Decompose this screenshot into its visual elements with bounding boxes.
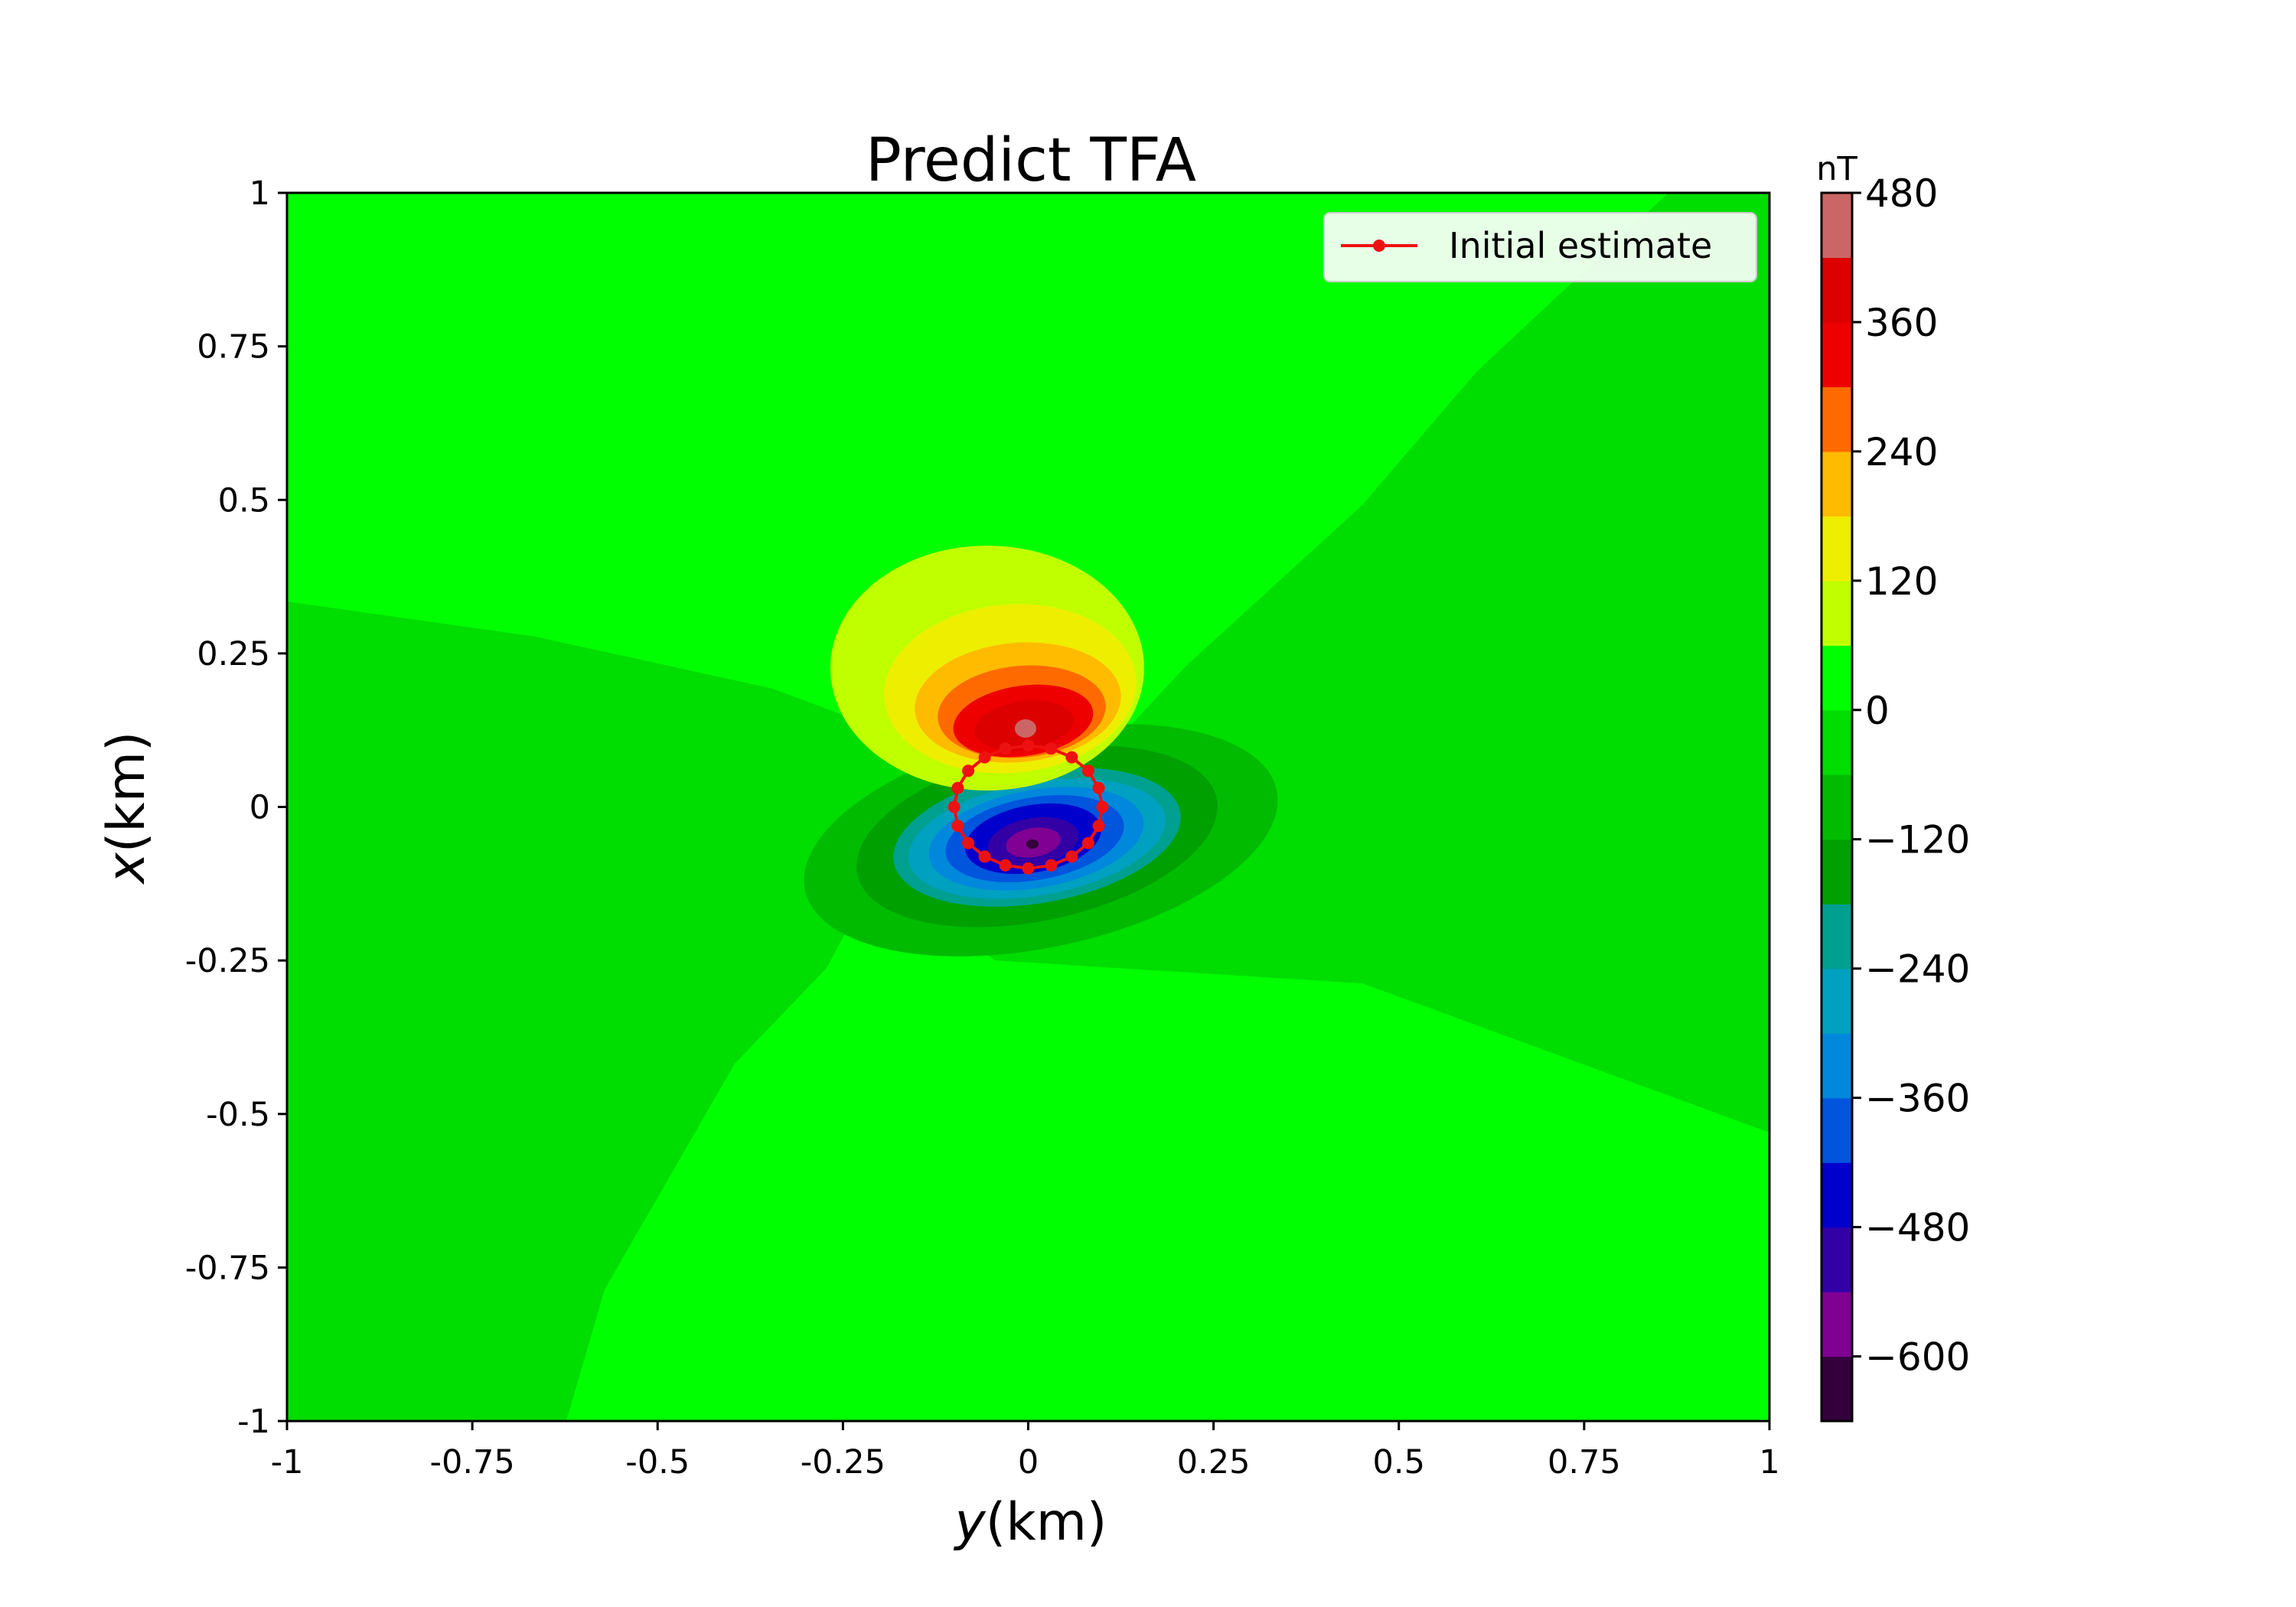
x-axis: -1 -0.75 -0.5 -0.25 0 0.25 0.5 0.75 1 xyxy=(271,1421,1780,1482)
y-axis-label-var: x xyxy=(96,852,157,885)
x-tick-label: 0.75 xyxy=(1548,1443,1621,1482)
legend: Initial estimate xyxy=(1323,212,1757,282)
colorbar-segment xyxy=(1821,709,1852,775)
colorbar-segment xyxy=(1821,1033,1852,1099)
series-point-initial-estimate xyxy=(978,850,991,863)
x-tick-label: 0.25 xyxy=(1177,1443,1251,1482)
series-point-initial-estimate xyxy=(1065,850,1078,863)
series-initial-estimate xyxy=(947,739,1109,875)
colorbar-segment xyxy=(1821,386,1852,452)
colorbar-segment xyxy=(1821,774,1852,840)
y-tick-label: 0.25 xyxy=(197,635,270,673)
colorbar-segment xyxy=(1821,1356,1852,1422)
y-tick-label: -0.5 xyxy=(206,1096,270,1134)
x-tick-label: 0.5 xyxy=(1373,1443,1425,1482)
series-point-initial-estimate xyxy=(999,859,1012,872)
y-tick-label: 0.75 xyxy=(197,328,270,367)
legend-label-initial-estimate: Initial estimate xyxy=(1449,225,1712,266)
series-point-initial-estimate xyxy=(962,764,975,777)
series-point-initial-estimate xyxy=(978,751,991,764)
colorbar-frame xyxy=(1820,191,1854,1423)
colorbar-tick-label: 240 xyxy=(1865,430,1938,474)
contour-anomaly xyxy=(804,546,1278,957)
colorbar-tick-label: 0 xyxy=(1865,689,1890,733)
y-tick-label: -1 xyxy=(237,1403,270,1441)
series-point-initial-estimate xyxy=(1081,764,1094,777)
colorbar-segment xyxy=(1821,451,1852,517)
colorbar-tick-label: 480 xyxy=(1865,171,1938,216)
colorbar-segment xyxy=(1821,904,1852,970)
series-point-initial-estimate xyxy=(962,836,975,849)
colorbar-segment xyxy=(1821,580,1852,646)
y-tick-label: -0.25 xyxy=(185,942,270,980)
series-point-initial-estimate xyxy=(951,781,964,794)
y-tick-label: -0.75 xyxy=(185,1249,270,1287)
series-point-initial-estimate xyxy=(1092,781,1105,794)
series-point-initial-estimate xyxy=(1092,820,1105,833)
colorbar-tick-label: −600 xyxy=(1865,1335,1970,1380)
y-axis-label: x(km) xyxy=(96,732,157,885)
x-axis-label: y(km) xyxy=(954,1492,1107,1553)
series-point-initial-estimate xyxy=(1081,836,1094,849)
colorbar-segment xyxy=(1821,1227,1852,1292)
series-point-initial-estimate xyxy=(947,800,960,813)
series-point-initial-estimate xyxy=(1065,751,1078,764)
colorbar-tick-label: −240 xyxy=(1865,947,1970,992)
x-axis-label-var: y xyxy=(954,1492,987,1553)
colorbar-segment xyxy=(1821,321,1852,387)
x-tick-label: -1 xyxy=(271,1443,304,1482)
colorbar-segment xyxy=(1821,516,1852,582)
x-tick-label: 0 xyxy=(1018,1443,1039,1482)
legend-marker-initial-estimate xyxy=(1373,240,1385,252)
colorbar-tick-label: 360 xyxy=(1865,301,1938,345)
plot-area xyxy=(287,193,1769,1421)
contour-level-420 xyxy=(1015,719,1036,738)
colorbar: 480 360 240 120 0 −120 −240 −360 −480 −600 xyxy=(1820,171,1970,1423)
colorbar-segment xyxy=(1821,257,1852,323)
colorbar-segment xyxy=(1821,968,1852,1034)
series-point-initial-estimate xyxy=(1022,739,1035,752)
colorbar-segment xyxy=(1821,1162,1852,1228)
y-tick-label: 0.5 xyxy=(218,481,270,520)
x-tick-label: -0.75 xyxy=(429,1443,514,1482)
colorbar-segment xyxy=(1821,645,1852,711)
colorbar-tick-label: −480 xyxy=(1865,1206,1970,1250)
series-point-initial-estimate xyxy=(1045,742,1058,755)
series-point-initial-estimate xyxy=(999,742,1012,755)
colorbar-tick-label: 120 xyxy=(1865,559,1938,604)
colorbar-unit-label: nT xyxy=(1816,150,1857,188)
colorbar-segment xyxy=(1821,1292,1852,1358)
series-point-initial-estimate xyxy=(1022,862,1035,875)
x-axis-label-unit: (km) xyxy=(986,1492,1107,1553)
colorbar-segment xyxy=(1821,193,1852,259)
y-tick-label: 0 xyxy=(249,789,270,827)
legend-box xyxy=(1323,212,1757,282)
contour-level-neg660 xyxy=(1026,839,1039,849)
x-tick-label: -0.25 xyxy=(801,1443,885,1482)
y-axis-label-unit: (km) xyxy=(96,732,157,853)
colorbar-tick-label: −360 xyxy=(1865,1077,1970,1121)
colorbar-tick-label: −120 xyxy=(1865,818,1970,862)
x-tick-label: 1 xyxy=(1759,1443,1779,1482)
series-point-initial-estimate xyxy=(1045,859,1058,872)
y-tick-label: 1 xyxy=(249,174,270,213)
x-tick-label: -0.5 xyxy=(625,1443,690,1482)
series-point-initial-estimate xyxy=(951,820,964,833)
y-axis: 1 0.75 0.5 0.25 0 -0.25 -0.5 -0.75 -1 xyxy=(185,174,287,1441)
chart-title: Predict TFA xyxy=(866,126,1196,195)
colorbar-segment xyxy=(1821,839,1852,905)
series-point-initial-estimate xyxy=(1096,800,1109,813)
colorbar-segment xyxy=(1821,1097,1852,1163)
contour-level-neg60-left xyxy=(287,601,941,1421)
